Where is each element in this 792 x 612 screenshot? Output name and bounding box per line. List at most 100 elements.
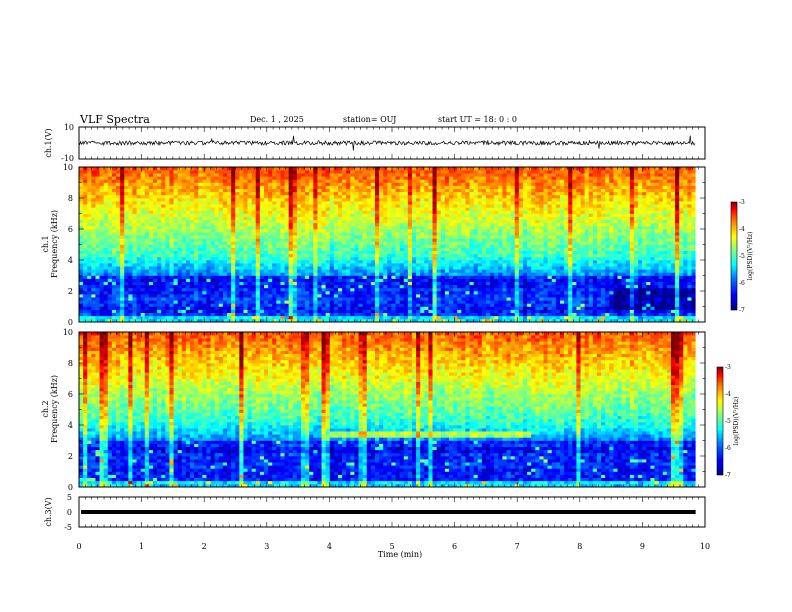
spectrogram-cell	[354, 248, 358, 251]
spectrogram-cell	[515, 282, 519, 285]
spectrogram-cell	[482, 297, 486, 300]
spectrogram-cell	[515, 266, 519, 269]
spectrogram-cell	[252, 235, 256, 238]
spectrogram-cell	[391, 269, 395, 272]
spectrogram-cell	[243, 307, 247, 310]
spectrogram-cell	[630, 238, 634, 241]
spectrogram-cell	[367, 285, 371, 288]
spectrogram-cell	[655, 257, 659, 260]
spectrogram-cell	[420, 226, 424, 229]
spectrogram-cell	[301, 300, 305, 303]
spectrogram-cell	[223, 303, 227, 306]
spectrogram-cell	[161, 294, 165, 297]
spectrogram-cell	[116, 297, 120, 300]
spectrogram-cell	[486, 226, 490, 229]
spectrogram-cell	[285, 313, 289, 316]
spectrogram-cell	[87, 238, 91, 241]
spectrogram-cell	[531, 300, 535, 303]
spectrogram-cell	[383, 316, 387, 319]
spectrogram-cell	[650, 245, 654, 248]
spectrogram-cell	[428, 229, 432, 232]
spectrogram-cell	[667, 245, 671, 248]
spectrogram-cell	[120, 223, 124, 226]
spectrogram-cell	[613, 241, 617, 244]
spectrogram-cell	[445, 266, 449, 269]
spectrogram-cell	[391, 297, 395, 300]
spectrogram-cell	[206, 279, 210, 282]
spectrogram-cell	[412, 288, 416, 291]
spectrogram-cell	[667, 251, 671, 254]
spectrogram-cell	[338, 260, 342, 263]
spectrogram-cell	[667, 307, 671, 310]
spectrogram-cell	[301, 288, 305, 291]
spectrogram-cell	[268, 282, 272, 285]
spectrogram-cell	[252, 251, 256, 254]
spectrogram-cell	[330, 266, 334, 269]
spectrogram-cell	[116, 245, 120, 248]
spectrogram-cell	[342, 266, 346, 269]
spectrogram-cell	[692, 232, 696, 235]
spectrogram-cell	[531, 245, 535, 248]
spectrogram-cell	[478, 254, 482, 257]
spectrogram-cell	[494, 248, 498, 251]
spectrogram-cell	[486, 291, 490, 294]
spectrogram-cell	[544, 263, 548, 266]
spectrogram-cell	[511, 313, 515, 316]
spectrogram-cell	[420, 260, 424, 263]
spectrogram-cell	[198, 223, 202, 226]
spectrogram-cell	[359, 300, 363, 303]
spectrogram-cell	[219, 276, 223, 279]
spectrogram-cell	[523, 238, 527, 241]
spectrogram-cell	[141, 238, 145, 241]
spectrogram-cell	[354, 272, 358, 275]
spectrogram-cell	[416, 245, 420, 248]
spectrogram-cell	[243, 272, 247, 275]
spectrogram-cell	[338, 254, 342, 257]
spectrogram-cell	[272, 272, 276, 275]
spectrogram-cell	[581, 285, 585, 288]
spectrogram-cell	[416, 297, 420, 300]
spectrogram-cell	[387, 232, 391, 235]
spectrogram-cell	[428, 260, 432, 263]
spectrogram-cell	[91, 257, 95, 260]
spectrogram-cell	[478, 288, 482, 291]
spectrogram-cell	[260, 279, 264, 282]
spectrogram-cell	[692, 303, 696, 306]
spectrogram-cell	[198, 248, 202, 251]
spectrogram-cell	[387, 238, 391, 241]
spectrogram-cell	[507, 269, 511, 272]
spectrogram-cell	[437, 307, 441, 310]
spectrogram-cell	[692, 276, 696, 279]
spectrogram-cell	[581, 248, 585, 251]
spectrogram-cell	[161, 266, 165, 269]
spectrogram-cell	[667, 263, 671, 266]
spectrogram-cell	[638, 272, 642, 275]
spectrogram-cell	[149, 229, 153, 232]
spectrogram-cell	[486, 313, 490, 316]
spectrogram-cell	[687, 260, 691, 263]
spectrogram-cell	[182, 248, 186, 251]
spectrogram-cell	[289, 310, 293, 313]
spectrogram-cell	[264, 269, 268, 272]
spectrogram-cell	[597, 279, 601, 282]
spectrogram-cell	[671, 245, 675, 248]
spectrogram-cell	[354, 285, 358, 288]
spectrogram-cell	[231, 266, 235, 269]
spectrogram-cell	[453, 288, 457, 291]
spectrogram-cell	[531, 272, 535, 275]
spectrogram-cell	[178, 307, 182, 310]
spectrogram-cell	[301, 291, 305, 294]
spectrogram-cell	[572, 285, 576, 288]
spectrogram-cell	[326, 266, 330, 269]
spectrogram-cell	[556, 279, 560, 282]
spectrogram-cell	[626, 303, 630, 306]
spectrogram-cell	[609, 288, 613, 291]
spectrogram-cell	[478, 223, 482, 226]
spectrogram-cell	[544, 310, 548, 313]
spectrogram-cell	[100, 238, 104, 241]
spectrogram-cell	[338, 282, 342, 285]
spectrogram-cell	[350, 288, 354, 291]
spectrogram-cell	[375, 269, 379, 272]
spectrogram-cell	[223, 297, 227, 300]
spectrogram-cell	[272, 300, 276, 303]
